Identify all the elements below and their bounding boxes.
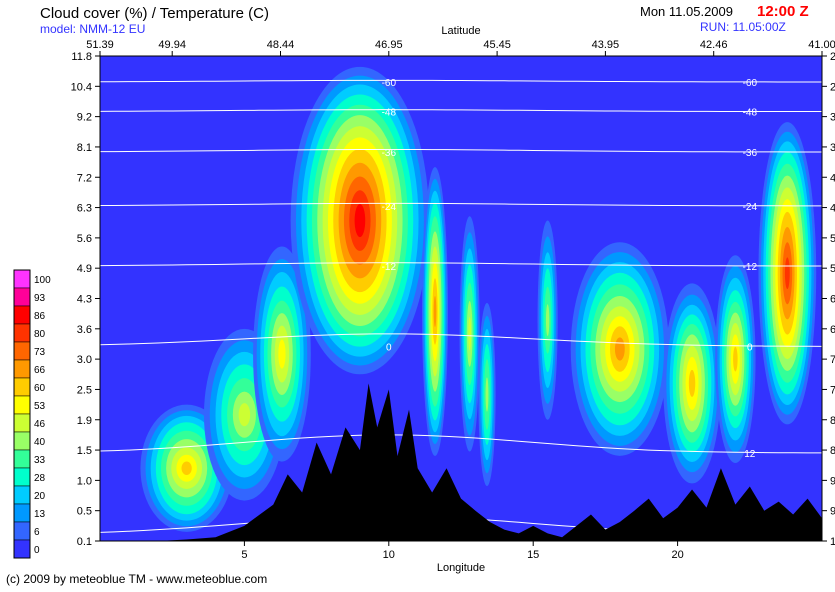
x-top-tick-label: 48.44 — [267, 39, 295, 51]
y-left-tick-label: 10.4 — [71, 81, 92, 93]
x-top-tick-label: 51.39 — [86, 39, 114, 51]
y-left-tick-label: 8.1 — [77, 142, 92, 154]
legend-tick-label: 6 — [34, 527, 40, 538]
y-right-tick-label: 300 — [830, 112, 835, 124]
y-right-tick-label: 550 — [830, 263, 835, 275]
legend-tick-label: 28 — [34, 473, 46, 484]
legend-tick-label: 86 — [34, 311, 46, 322]
x-bottom-tick-label: 20 — [671, 549, 683, 561]
isoline-label: 0 — [386, 342, 392, 353]
y-left-tick-label: 3.0 — [77, 354, 92, 366]
y-right-tick-label: 250 — [830, 81, 835, 93]
x-top-axis-label: Latitude — [441, 25, 480, 37]
y-right-tick-label: 450 — [830, 203, 835, 215]
x-top-tick-label: 49.94 — [158, 39, 186, 51]
x-top-tick-label: 43.95 — [592, 39, 620, 51]
x-top-tick-label: 45.45 — [483, 39, 511, 51]
isoline-label: 12 — [744, 449, 756, 460]
y-left-tick-label: 9.2 — [77, 112, 92, 124]
legend-tick-label: 53 — [34, 401, 46, 412]
y-right-tick-label: 850 — [830, 445, 835, 457]
legend-tick-label: 46 — [34, 419, 46, 430]
y-left-tick-label: 0.5 — [77, 506, 92, 518]
y-right-tick-label: 1000 — [830, 536, 835, 548]
y-right-tick-label: 900 — [830, 475, 835, 487]
legend-tick-label: 93 — [34, 293, 46, 304]
y-left-tick-label: 1.9 — [77, 415, 92, 427]
y-right-tick-label: 650 — [830, 324, 835, 336]
y-left-tick-label: 4.3 — [77, 294, 92, 306]
y-left-tick-label: 7.2 — [77, 172, 92, 184]
legend-tick-label: 40 — [34, 437, 46, 448]
y-right-tick-label: 800 — [830, 415, 835, 427]
date-label: Mon 11.05.2009 — [640, 4, 733, 19]
color-legend: 1009386807366605346403328201360 — [14, 270, 51, 558]
y-left-tick-label: 1.0 — [77, 475, 92, 487]
legend-tick-label: 100 — [34, 275, 51, 286]
isoline-label: -36 — [382, 148, 397, 159]
y-left-tick-label: 3.6 — [77, 324, 92, 336]
y-right-tick-label: 950 — [830, 506, 835, 518]
time-label: 12:00 Z — [757, 3, 809, 20]
isoline-label: -60 — [382, 78, 397, 89]
x-top-tick-label: 42.46 — [700, 39, 728, 51]
y-left-tick-label: 2.5 — [77, 384, 92, 396]
isoline-label: -36 — [743, 148, 758, 159]
legend-tick-label: 73 — [34, 347, 46, 358]
y-left-tick-label: 6.3 — [77, 203, 92, 215]
run-label: RUN: 11.05:00Z — [700, 20, 786, 34]
legend-tick-label: 33 — [34, 455, 46, 466]
y-left-tick-label: 5.6 — [77, 233, 92, 245]
isoline-label: -24 — [743, 202, 758, 213]
isoline-label: -24 — [382, 202, 397, 213]
y-left-tick-label: 1.5 — [77, 445, 92, 457]
x-bottom-tick-label: 5 — [241, 549, 247, 561]
y-left-tick-label: 0.1 — [77, 536, 92, 548]
x-top-tick-label: 46.95 — [375, 39, 403, 51]
y-right-tick-label: 750 — [830, 384, 835, 396]
chart-title: Cloud cover (%) / Temperature (C) — [40, 5, 269, 22]
y-right-tick-label: 600 — [830, 294, 835, 306]
isoline-label: -12 — [382, 262, 397, 273]
isoline-label: -60 — [743, 78, 758, 89]
isoline-label: -48 — [382, 108, 397, 119]
isoline-label: -12 — [743, 262, 758, 273]
isoline-label: 0 — [747, 342, 753, 353]
y-right-tick-label: 400 — [830, 172, 835, 184]
cross-section-chart: 2424121200-12-12-24-24-36-36-48-48-60-60… — [0, 0, 835, 587]
x-bottom-axis-label: Longitude — [437, 562, 485, 574]
x-bottom-tick-label: 15 — [527, 549, 539, 561]
legend-tick-label: 13 — [34, 509, 46, 520]
y-right-tick-label: 350 — [830, 142, 835, 154]
legend-tick-label: 20 — [34, 491, 46, 502]
x-top-tick-label: 41.00 — [808, 39, 835, 51]
y-left-tick-label: 11.8 — [71, 51, 92, 63]
y-right-tick-label: 700 — [830, 354, 835, 366]
y-left-tick-label: 4.9 — [77, 263, 92, 275]
y-right-tick-label: 200 — [830, 51, 835, 63]
model-label: model: NMM-12 EU — [40, 22, 145, 36]
copyright-label: (c) 2009 by meteoblue TM - www.meteoblue… — [6, 572, 267, 586]
legend-tick-label: 80 — [34, 329, 46, 340]
x-bottom-tick-label: 10 — [383, 549, 395, 561]
legend-tick-label: 60 — [34, 383, 46, 394]
isoline-label: -48 — [743, 108, 758, 119]
legend-tick-label: 66 — [34, 365, 46, 376]
legend-tick-label: 0 — [34, 545, 40, 556]
y-right-tick-label: 500 — [830, 233, 835, 245]
